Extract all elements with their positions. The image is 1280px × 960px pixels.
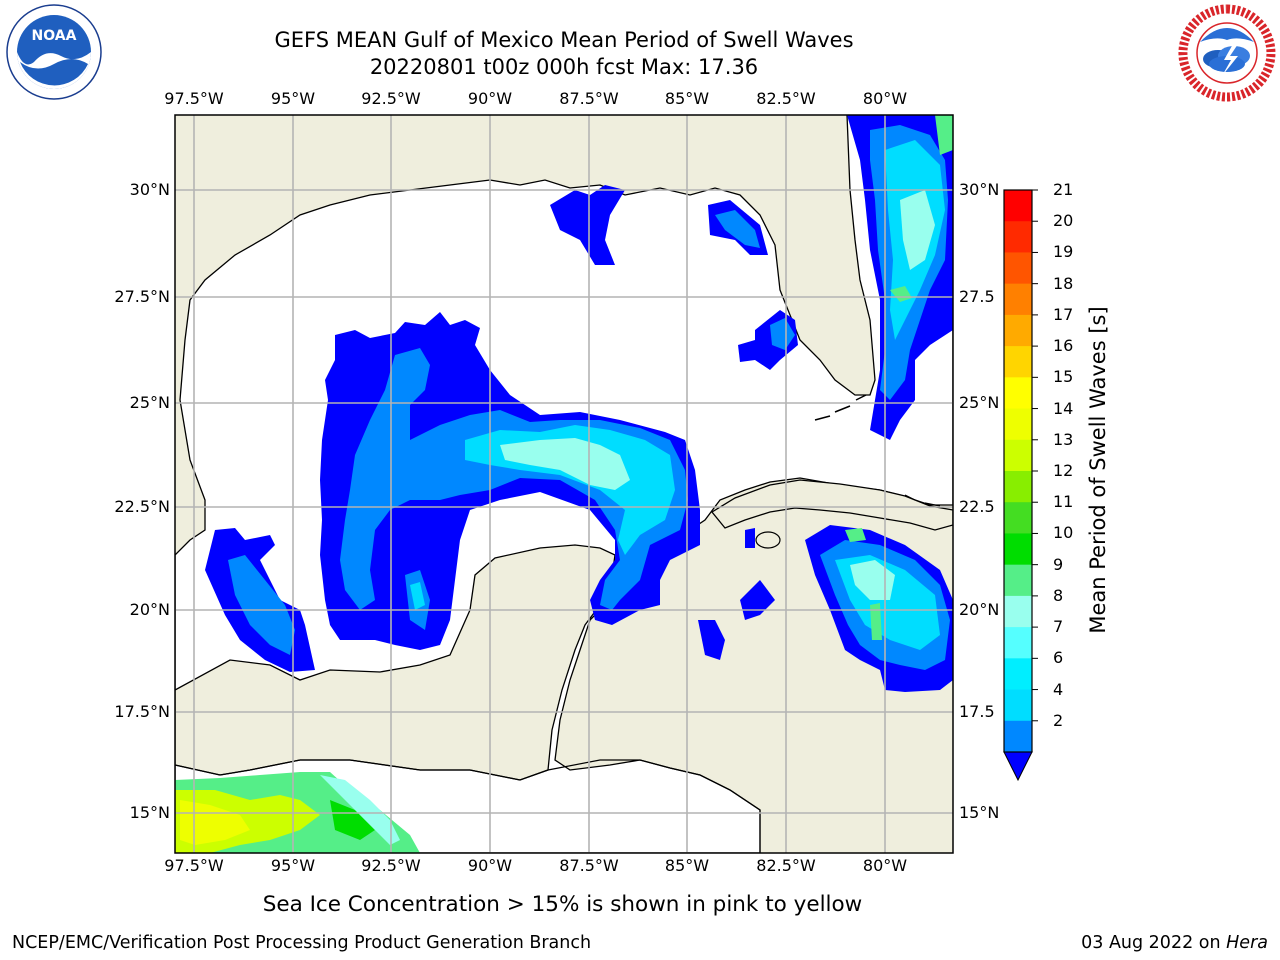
lon-label-bottom: 85°W xyxy=(664,856,710,875)
colorbar-extend-arrow xyxy=(1003,751,1033,782)
lon-label-bottom: 95°W xyxy=(270,856,316,875)
lat-label-left: 20°N xyxy=(129,600,170,619)
map-title: GEFS MEAN Gulf of Mexico Mean Period of … xyxy=(274,28,854,52)
colorbar-cell xyxy=(1004,689,1032,722)
noaa-logo: NOAA xyxy=(6,4,102,100)
lon-label-bottom: 82.5°W xyxy=(756,856,816,875)
footer-date-text: 03 Aug 2022 on xyxy=(1081,933,1227,953)
lon-label-top: 95°W xyxy=(270,89,316,108)
lat-label-right: 15°N xyxy=(959,803,1000,822)
map-frame xyxy=(174,114,954,854)
lon-label-bottom: 97.5°W xyxy=(164,856,224,875)
lat-label-left: 27.5°N xyxy=(114,287,170,306)
colorbar-cell xyxy=(1004,502,1032,534)
colorbar-tick-label: 11 xyxy=(1053,492,1074,512)
cuba-land xyxy=(711,479,953,531)
colorbar-cell xyxy=(1004,658,1032,691)
lon-label-top: 97.5°W xyxy=(164,89,224,108)
lon-label-bottom: 90°W xyxy=(467,856,513,875)
colorbar-cell xyxy=(1004,595,1032,628)
lon-label-top: 80°W xyxy=(862,89,908,108)
colorbar-cell xyxy=(1004,439,1032,472)
colorbar xyxy=(1003,189,1038,782)
colorbar-cell xyxy=(1004,408,1032,441)
lat-label-right: 25°N xyxy=(959,393,1000,412)
lon-label-bottom: 80°W xyxy=(862,856,908,875)
swell-green-regions xyxy=(845,115,953,640)
lon-label-bottom: 87.5°W xyxy=(559,856,619,875)
colorbar-cell xyxy=(1004,564,1032,597)
lon-label-top: 90°W xyxy=(467,89,513,108)
colorbar-cell xyxy=(1004,627,1032,659)
footer-host: Hera xyxy=(1226,933,1268,953)
lat-label-right: 27.5 xyxy=(959,287,995,306)
lon-label-top: 82.5°W xyxy=(756,89,816,108)
lon-label-top: 87.5°W xyxy=(559,89,619,108)
colorbar-cell xyxy=(1004,252,1032,285)
sea-ice-caption: Sea Ice Concentration > 15% is shown in … xyxy=(262,892,863,917)
yucatan-land xyxy=(175,544,616,781)
lat-label-left: 30°N xyxy=(129,180,170,199)
lat-label-right: 20°N xyxy=(959,600,1000,619)
colorbar-tick-label: 6 xyxy=(1053,648,1064,668)
colorbar-cell xyxy=(1004,283,1032,316)
colorbar-tick-label: 19 xyxy=(1053,242,1074,262)
lon-label-top: 92.5°W xyxy=(361,89,421,108)
colorbar-cell xyxy=(1004,720,1032,753)
colorbar-tick-label: 7 xyxy=(1053,617,1064,637)
lon-label-bottom: 92.5°W xyxy=(361,856,421,875)
colorbar-tick-label: 14 xyxy=(1053,398,1074,418)
colorbar-tick-label: 4 xyxy=(1053,679,1064,699)
colorbar-cell xyxy=(1004,471,1032,503)
colorbar-cell xyxy=(1004,533,1032,566)
colorbar-cell xyxy=(1004,377,1032,410)
colorbar-tick-label: 12 xyxy=(1053,461,1074,480)
lat-label-left: 17.5°N xyxy=(114,702,170,721)
colorbar-cell xyxy=(1004,190,1032,222)
colorbar-label: Mean Period of Swell Waves [s] xyxy=(1086,306,1110,634)
colorbar-cell xyxy=(1004,221,1032,253)
footer-date: 03 Aug 2022 on Hera xyxy=(1081,933,1268,953)
footer-credit: NCEP/EMC/Verification Post Processing Pr… xyxy=(12,933,592,953)
lat-label-right: 22.5 xyxy=(959,497,995,516)
colorbar-tick-label: 21 xyxy=(1053,180,1074,199)
colorbar-tick-label: 10 xyxy=(1053,523,1074,543)
noaa-logo-text: NOAA xyxy=(32,28,77,44)
colorbar-tick-label: 18 xyxy=(1053,273,1074,293)
colorbar-tick-label: 20 xyxy=(1053,211,1074,231)
lat-label-left: 15°N xyxy=(129,803,170,822)
nws-logo xyxy=(1178,4,1276,102)
lat-label-right: 17.5 xyxy=(959,702,995,721)
colorbar-cell xyxy=(1004,346,1032,378)
swell-palecyan-regions xyxy=(500,190,935,600)
colorbar-tick-label: 16 xyxy=(1053,336,1074,356)
lat-label-right: 30°N xyxy=(959,180,1000,199)
lat-label-left: 22.5°N xyxy=(114,497,170,516)
graticule xyxy=(175,115,953,853)
lat-label-left: 25°N xyxy=(129,393,170,412)
colorbar-tick-label: 17 xyxy=(1053,304,1074,324)
colorbar-tick-label: 13 xyxy=(1053,429,1074,449)
map-subtitle: 20220801 t00z 000h fcst Max: 17.36 xyxy=(369,55,759,79)
colorbar-tick-label: 9 xyxy=(1053,554,1064,574)
colorbar-tick-label: 2 xyxy=(1053,710,1064,730)
colorbar-cell xyxy=(1004,314,1032,347)
colorbar-tick-label: 15 xyxy=(1053,367,1074,387)
colorbar-tick-label: 8 xyxy=(1053,585,1064,605)
lon-label-top: 85°W xyxy=(664,89,710,108)
